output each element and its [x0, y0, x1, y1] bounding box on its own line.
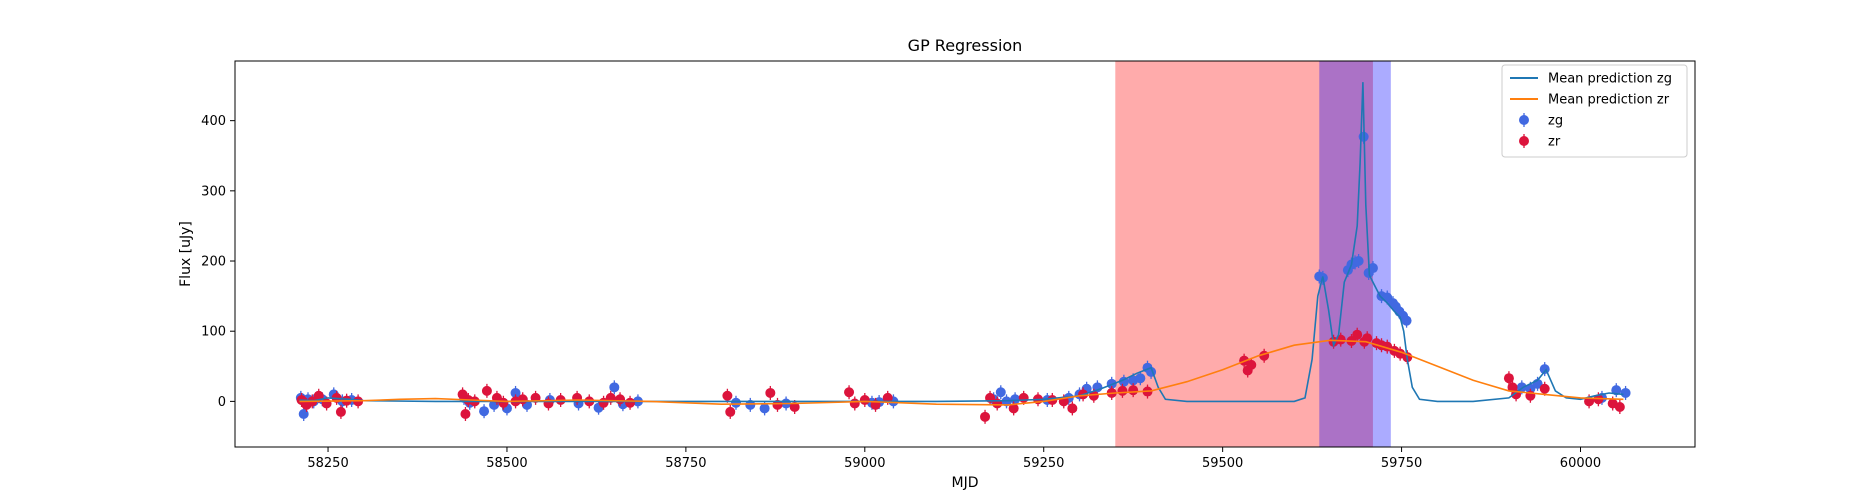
- legend-label: Mean prediction zr: [1548, 93, 1670, 108]
- data-point: [995, 387, 1006, 398]
- data-point: [849, 398, 860, 409]
- y-tick-label: 0: [218, 395, 226, 410]
- data-point: [1010, 394, 1021, 405]
- data-point: [460, 409, 471, 420]
- data-point: [498, 397, 509, 408]
- legend-box: [1501, 64, 1688, 158]
- series-layer: [295, 82, 1631, 424]
- data-point: [722, 390, 733, 401]
- data-point: [1525, 383, 1536, 394]
- x-tick-label: 59500: [1202, 456, 1243, 471]
- legend-swatch: [1519, 136, 1529, 146]
- data-point: [1135, 373, 1146, 384]
- y-tick-label: 300: [201, 184, 226, 199]
- data-point: [321, 398, 332, 409]
- y-tick-label: 200: [201, 255, 226, 270]
- data-point: [1353, 256, 1364, 267]
- data-point: [1018, 392, 1029, 403]
- data-point: [1088, 390, 1099, 401]
- data-point: [765, 387, 776, 398]
- data-point: [510, 387, 521, 398]
- legend-item-zg: zg: [1519, 113, 1563, 129]
- data-point: [1117, 385, 1128, 396]
- data-point: [1620, 387, 1631, 398]
- legend-label: zg: [1548, 114, 1563, 129]
- series-points-zg: [295, 129, 1631, 422]
- highlight-span-2: [1319, 61, 1391, 447]
- data-point: [859, 394, 870, 405]
- data-point: [745, 399, 756, 410]
- data-point: [335, 406, 346, 417]
- legend-item-mean-prediction-zg: Mean prediction zg: [1510, 72, 1672, 87]
- legend-swatch: [1519, 115, 1529, 125]
- data-point: [980, 411, 991, 422]
- data-point: [759, 403, 770, 414]
- data-point: [481, 385, 492, 396]
- y-axis-label: Flux [uJy]: [178, 221, 194, 287]
- data-point: [882, 392, 893, 403]
- x-axis: 58250 58500 58750 59000 59250 59500 59750 60000: [307, 447, 1601, 471]
- data-point: [1401, 315, 1412, 326]
- data-point: [1611, 385, 1622, 396]
- legend-item-mean-prediction-zr: Mean prediction zr: [1510, 93, 1670, 108]
- highlight-span-1: [1115, 61, 1373, 447]
- data-point: [1246, 359, 1257, 370]
- data-point: [1067, 403, 1078, 414]
- x-tick-label: 58750: [665, 456, 706, 471]
- y-tick-label: 100: [201, 325, 226, 340]
- x-axis-label: MJD: [952, 475, 979, 491]
- x-tick-label: 58250: [307, 456, 348, 471]
- legend-label: Mean prediction zg: [1548, 72, 1672, 87]
- data-point: [517, 394, 528, 405]
- y-tick-label: 400: [201, 114, 226, 129]
- x-tick-label: 59750: [1381, 456, 1422, 471]
- data-point: [313, 390, 324, 401]
- data-point: [615, 394, 626, 405]
- x-tick-label: 60000: [1560, 456, 1601, 471]
- data-point: [1367, 263, 1378, 274]
- data-point: [772, 399, 783, 410]
- highlight-spans: [1115, 61, 1391, 447]
- data-point: [1128, 385, 1139, 396]
- data-point: [1539, 383, 1550, 394]
- data-point: [730, 397, 741, 408]
- legend: Mean prediction zg Mean prediction zr zg zr: [1501, 64, 1688, 158]
- data-point: [725, 406, 736, 417]
- data-point: [1614, 401, 1625, 412]
- data-point: [1503, 373, 1514, 384]
- data-point: [1362, 333, 1373, 344]
- chart-title: GP Regression: [908, 36, 1023, 55]
- data-point: [1008, 403, 1019, 414]
- legend-item-zr: zr: [1519, 134, 1561, 150]
- data-point: [479, 406, 490, 417]
- legend-label: zr: [1548, 135, 1561, 150]
- y-axis: 0 100 200 300 400: [201, 114, 235, 410]
- data-point: [844, 387, 855, 398]
- x-tick-label: 59250: [1023, 456, 1064, 471]
- data-point: [625, 397, 636, 408]
- x-tick-label: 58500: [486, 456, 527, 471]
- series-line-mean-prediction-zr: [299, 339, 1624, 406]
- series-line-mean-prediction-zg: [299, 82, 1624, 403]
- data-point: [789, 401, 800, 412]
- data-point: [609, 382, 620, 393]
- x-tick-label: 59000: [844, 456, 885, 471]
- data-point: [1352, 329, 1363, 340]
- plot-frame: [234, 60, 1696, 448]
